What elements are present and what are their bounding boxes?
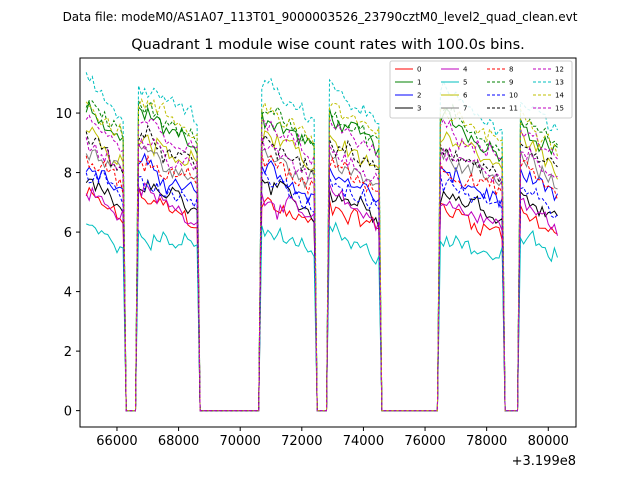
x-tick-label: 70000	[220, 434, 261, 449]
x-offset-label: +3.199e8	[512, 454, 576, 469]
x-tick-label: 68000	[158, 434, 199, 449]
y-tick-label: 4	[64, 286, 72, 301]
chart-title: Quadrant 1 module wise count rates with …	[131, 37, 525, 53]
y-tick-label: 0	[64, 405, 72, 420]
legend-label-3: 3	[417, 105, 421, 113]
y-tick-label: 2	[64, 345, 72, 360]
legend-label-9: 9	[509, 79, 513, 87]
plot-frame	[79, 57, 577, 428]
x-tick-label: 76000	[404, 434, 445, 449]
x-tick-label: 72000	[281, 434, 322, 449]
y-tick-label: 6	[64, 226, 72, 241]
legend-label-13: 13	[555, 79, 564, 87]
chart-suptitle: Data file: modeM0/AS1A07_113T01_90000035…	[63, 10, 578, 24]
y-tick-label: 10	[55, 107, 72, 122]
legend-label-11: 11	[509, 105, 518, 113]
legend-label-0: 0	[417, 66, 421, 74]
legend-label-8: 8	[509, 66, 513, 74]
legend-label-6: 6	[463, 92, 468, 100]
series-line-10	[85, 170, 558, 412]
legend-label-7: 7	[463, 105, 467, 113]
legend-box	[389, 60, 573, 119]
legend-label-14: 14	[555, 92, 564, 100]
y-axis: 0 2 4 6 8 10	[55, 107, 80, 420]
x-tick-label: 74000	[343, 434, 384, 449]
y-tick-label: 8	[64, 167, 72, 182]
legend-label-1: 1	[417, 79, 421, 87]
legend-label-12: 12	[555, 66, 564, 74]
legend-label-4: 4	[463, 66, 468, 74]
x-tick-label: 80000	[528, 434, 569, 449]
legend-label-2: 2	[417, 92, 421, 100]
legend-label-5: 5	[463, 79, 467, 87]
series-line-11	[85, 124, 558, 412]
legend-label-10: 10	[509, 92, 518, 100]
x-tick-label: 78000	[466, 434, 507, 449]
x-tick-label: 66000	[96, 434, 137, 449]
series-line-15	[85, 134, 558, 412]
x-axis: 66000 68000 70000 72000 74000 76000 78000 80000	[96, 427, 569, 449]
legend-label-15: 15	[555, 105, 564, 113]
